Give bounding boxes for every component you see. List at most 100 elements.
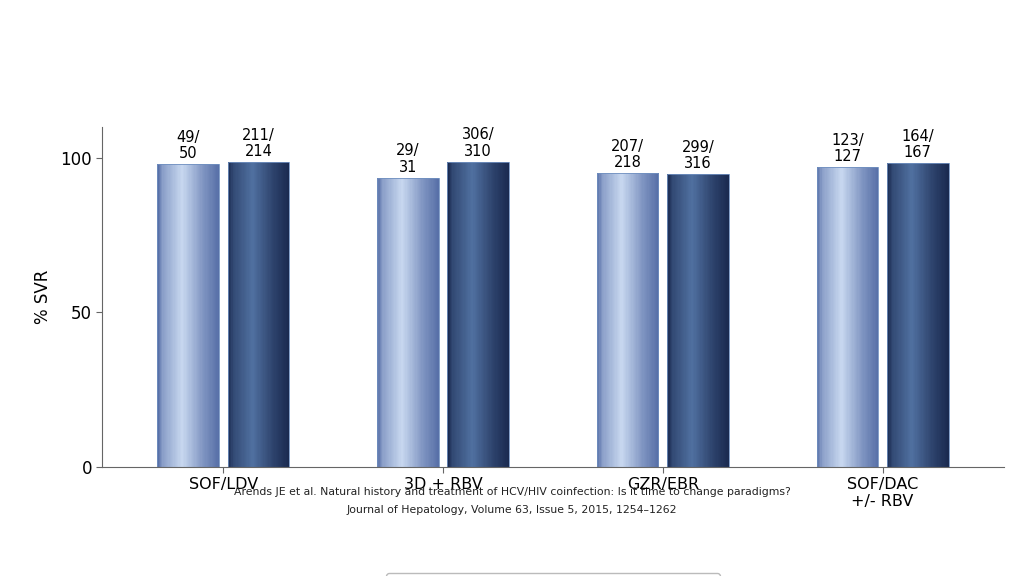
Bar (466, 162, 467, 467)
Bar (208, 164, 209, 467)
Bar (604, 173, 606, 467)
Bar (280, 162, 281, 467)
Bar (204, 164, 206, 467)
Bar (200, 164, 201, 467)
Bar (246, 162, 248, 467)
Bar (239, 162, 241, 467)
Bar (725, 175, 727, 467)
Bar (701, 175, 703, 467)
Bar (846, 167, 848, 467)
Bar (428, 178, 429, 467)
Bar (385, 178, 386, 467)
Bar (942, 163, 944, 467)
Bar (377, 178, 438, 467)
Bar (489, 162, 490, 467)
Bar (272, 162, 273, 467)
Bar (650, 173, 651, 467)
Bar (397, 178, 398, 467)
Bar (926, 163, 927, 467)
Text: 164/
167: 164/ 167 (901, 129, 934, 160)
Bar (708, 175, 710, 467)
Bar (919, 163, 921, 467)
Bar (852, 167, 854, 467)
Bar (231, 162, 232, 467)
Bar (461, 162, 463, 467)
Bar (270, 162, 272, 467)
Bar (670, 175, 671, 467)
Bar (728, 175, 729, 467)
Bar (849, 167, 850, 467)
Bar (892, 163, 893, 467)
Bar (717, 175, 718, 467)
Bar (194, 164, 195, 467)
Bar (424, 178, 425, 467)
Bar (678, 175, 680, 467)
Bar (159, 164, 160, 467)
Bar (634, 173, 635, 467)
Bar (723, 175, 724, 467)
Bar (720, 175, 722, 467)
Bar (677, 175, 679, 467)
Bar (227, 162, 229, 467)
Bar (197, 164, 199, 467)
Bar (868, 167, 869, 467)
Bar (695, 175, 697, 467)
Bar (477, 162, 478, 467)
Bar (486, 162, 488, 467)
Bar (842, 167, 843, 467)
Bar (873, 167, 874, 467)
Bar (601, 173, 602, 467)
Bar (388, 178, 390, 467)
Bar (162, 164, 164, 467)
Bar (268, 162, 269, 467)
Bar (417, 178, 418, 467)
Bar (380, 178, 381, 467)
Bar (281, 162, 282, 467)
Bar (844, 167, 845, 467)
Bar (423, 178, 424, 467)
Bar (898, 163, 899, 467)
Text: From RA Franco, MD, at Atlanta, GA: April 8, 2016, IAS-USA.: From RA Franco, MD, at Atlanta, GA: Apri… (617, 551, 1012, 564)
Bar (227, 162, 289, 467)
Bar (185, 164, 187, 467)
Bar (824, 167, 825, 467)
Bar (389, 178, 391, 467)
Bar (598, 173, 600, 467)
Bar (616, 173, 618, 467)
Bar (178, 164, 180, 467)
Bar (711, 175, 712, 467)
Bar (267, 162, 268, 467)
Bar (165, 164, 166, 467)
Bar (190, 164, 193, 467)
Bar (909, 163, 910, 467)
Bar (921, 163, 922, 467)
Bar (411, 178, 412, 467)
Bar (459, 162, 460, 467)
Bar (830, 167, 831, 467)
Bar (656, 173, 657, 467)
Bar (245, 162, 247, 467)
Bar (838, 167, 839, 467)
Bar (164, 164, 165, 467)
Bar (183, 164, 184, 467)
Bar (391, 178, 392, 467)
Bar (203, 164, 205, 467)
Bar (408, 178, 410, 467)
Bar (646, 173, 647, 467)
Bar (705, 175, 706, 467)
Bar (613, 173, 614, 467)
Bar (939, 163, 940, 467)
Bar (929, 163, 931, 467)
Bar (630, 173, 632, 467)
Bar (453, 162, 454, 467)
Bar (398, 178, 399, 467)
Bar (928, 163, 929, 467)
Bar (833, 167, 835, 467)
Bar (945, 163, 946, 467)
Bar (476, 162, 477, 467)
Bar (947, 163, 949, 467)
Bar (243, 162, 244, 467)
Bar (916, 163, 919, 467)
Bar (195, 164, 196, 467)
Bar (191, 164, 194, 467)
